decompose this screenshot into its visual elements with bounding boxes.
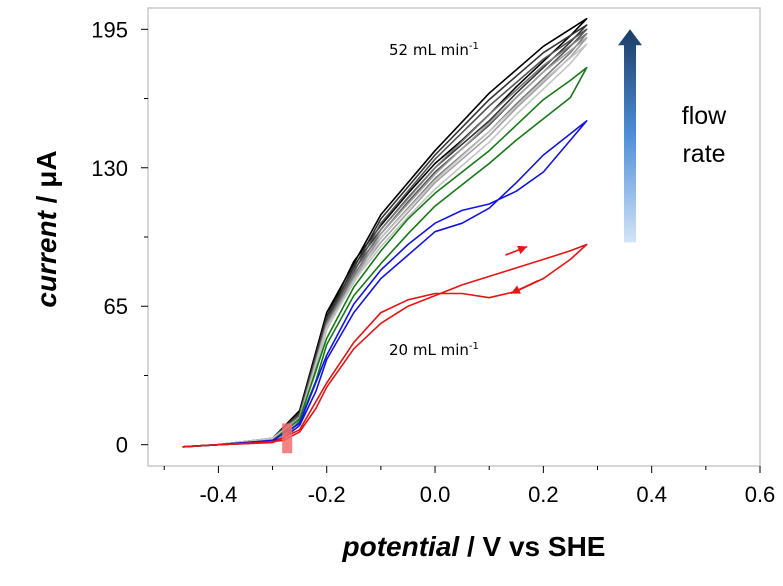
scan-arrow-reverse-head bbox=[510, 285, 521, 294]
annotation-52-text: 52 mL min bbox=[389, 41, 469, 59]
x-tick-label: 0.2 bbox=[528, 482, 559, 507]
series-20-ml-min-1 bbox=[182, 243, 588, 448]
x-axis-title-italic: potential bbox=[342, 531, 461, 562]
flow-rate-label-line2: rate bbox=[682, 140, 725, 168]
y-axis-title-rest: / μA bbox=[31, 150, 62, 211]
axis-ticks bbox=[141, 28, 761, 473]
series-lines bbox=[182, 17, 588, 448]
onset-marker bbox=[282, 423, 293, 454]
annotation-20-text: 20 mL min bbox=[389, 341, 469, 359]
annotation-20-ml-min: 20 mL min-1 bbox=[389, 341, 479, 359]
x-tick-label: 0.6 bbox=[745, 482, 776, 507]
scan-arrow-forward-head bbox=[517, 245, 528, 255]
x-axis-title: potential / V vs SHE bbox=[342, 531, 606, 562]
x-axis-title-rest: / V vs SHE bbox=[459, 531, 605, 562]
annotation-52-ml-min: 52 mL min-1 bbox=[389, 41, 479, 59]
x-tick-label: -0.2 bbox=[308, 482, 346, 507]
y-tick-label: 0 bbox=[116, 433, 128, 458]
y-axis-title-italic: current bbox=[31, 209, 62, 307]
annotation-52-sup: -1 bbox=[469, 41, 479, 52]
annotation-20-sup: -1 bbox=[469, 341, 479, 352]
x-tick-label: 0.0 bbox=[420, 482, 451, 507]
series-blue bbox=[182, 120, 588, 448]
y-tick-label: 130 bbox=[91, 156, 128, 181]
y-tick-label: 195 bbox=[91, 17, 128, 42]
flow-rate-arrow bbox=[618, 29, 643, 243]
markers bbox=[282, 245, 539, 454]
plot-frame bbox=[147, 7, 761, 467]
y-tick-label: 65 bbox=[104, 294, 128, 319]
flow-rate-label-line1: flow bbox=[682, 102, 727, 130]
y-axis-title: current / μA bbox=[31, 150, 62, 307]
tick-labels: -0.4 -0.2 0.0 0.2 0.4 0.6 0 65 130 195 bbox=[91, 17, 775, 507]
x-tick-label: 0.4 bbox=[636, 482, 667, 507]
series-green bbox=[182, 66, 588, 448]
x-tick-label: -0.4 bbox=[199, 482, 237, 507]
